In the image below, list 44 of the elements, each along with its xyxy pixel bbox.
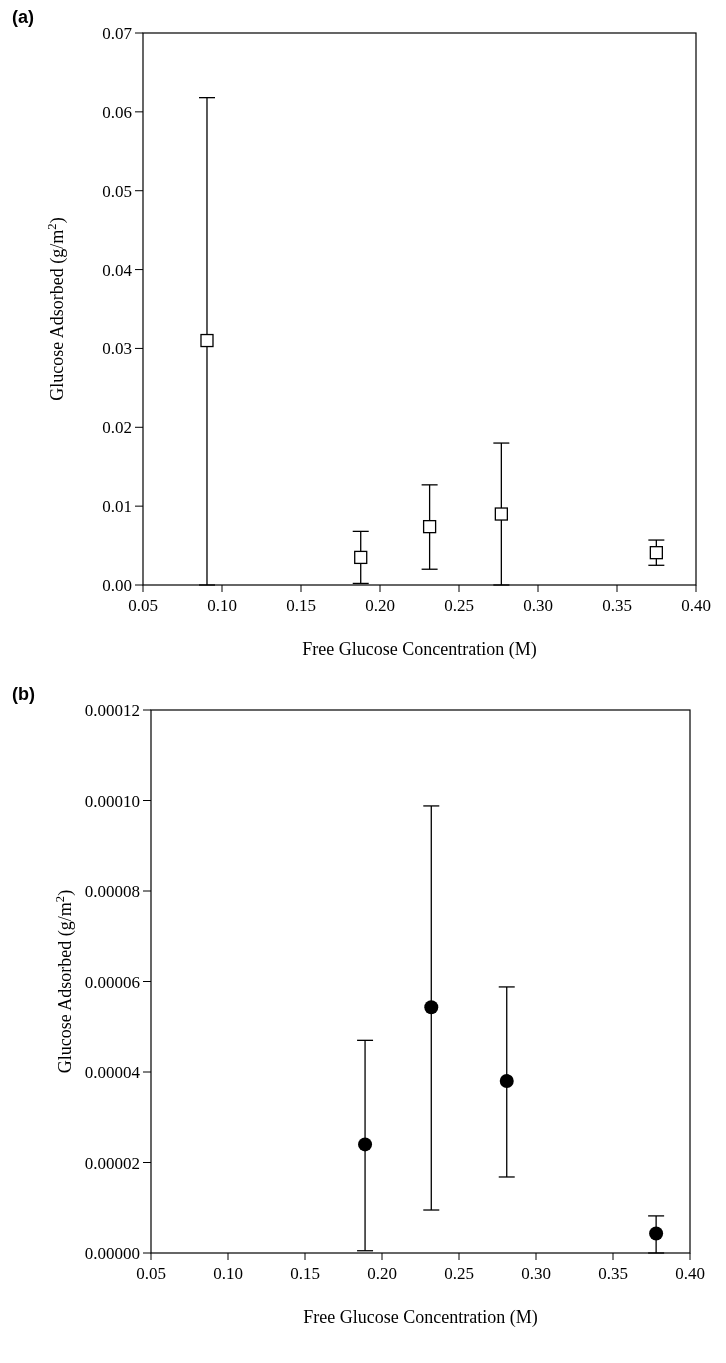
point — [422, 520, 437, 534]
x-tick-label: 0.30 — [523, 596, 553, 615]
y-tick-label: 0.06 — [102, 102, 132, 122]
x-tick-label: 0.15 — [290, 1264, 320, 1283]
y-tick-label: 0.00008 — [84, 882, 140, 901]
x-tick-label: 0.10 — [213, 1264, 243, 1283]
x-tick-label: 0.20 — [365, 596, 395, 615]
y-tick-label: 0.04 — [102, 260, 133, 280]
x-tick-label: 0.25 — [444, 596, 474, 615]
y-tick-label: 0.07 — [102, 24, 133, 43]
point — [354, 550, 368, 565]
chart-title: (a) — [12, 7, 34, 27]
point — [649, 1226, 664, 1241]
x-tick-label: 0.15 — [286, 596, 316, 615]
x-tick-label: 0.20 — [367, 1264, 397, 1283]
point — [424, 1000, 439, 1015]
x-tick-label: 0.25 — [444, 1264, 474, 1283]
y-tick-label: 0.00012 — [84, 701, 140, 720]
x-tick-label: 0.10 — [207, 596, 237, 615]
y-tick-label: 0.00 — [102, 576, 132, 595]
y-tick-label: 0.00004 — [84, 1063, 141, 1082]
x-tick-label: 0.35 — [598, 1264, 628, 1283]
y-tick-label: 0.01 — [102, 497, 132, 517]
y-tick-label: 0.00000 — [84, 1244, 140, 1263]
x-tick-label: 0.40 — [675, 1264, 705, 1283]
x-tick-label: 0.40 — [681, 596, 711, 615]
x-tick-label: 0.05 — [128, 596, 158, 615]
y-tick-label: 0.02 — [102, 418, 132, 438]
point — [358, 1137, 373, 1152]
point — [200, 333, 214, 348]
point — [499, 1074, 514, 1089]
point — [494, 507, 508, 521]
y-tick-label: 0.00010 — [84, 791, 140, 811]
y-tick-label: 0.00006 — [84, 972, 140, 992]
x-tick-label: 0.05 — [136, 1264, 166, 1283]
point — [649, 546, 663, 560]
x-tick-label: 0.30 — [521, 1264, 551, 1283]
x-axis-title: Free Glucose Concentration (M) — [303, 1307, 538, 1328]
y-tick-label: 0.05 — [102, 181, 132, 201]
y-tick-label: 0.00002 — [84, 1153, 140, 1173]
chart-title: (b) — [12, 684, 35, 704]
x-tick-label: 0.35 — [602, 596, 632, 615]
y-tick-label: 0.03 — [102, 339, 132, 359]
x-axis-title: Free Glucose Concentration (M) — [302, 639, 537, 660]
